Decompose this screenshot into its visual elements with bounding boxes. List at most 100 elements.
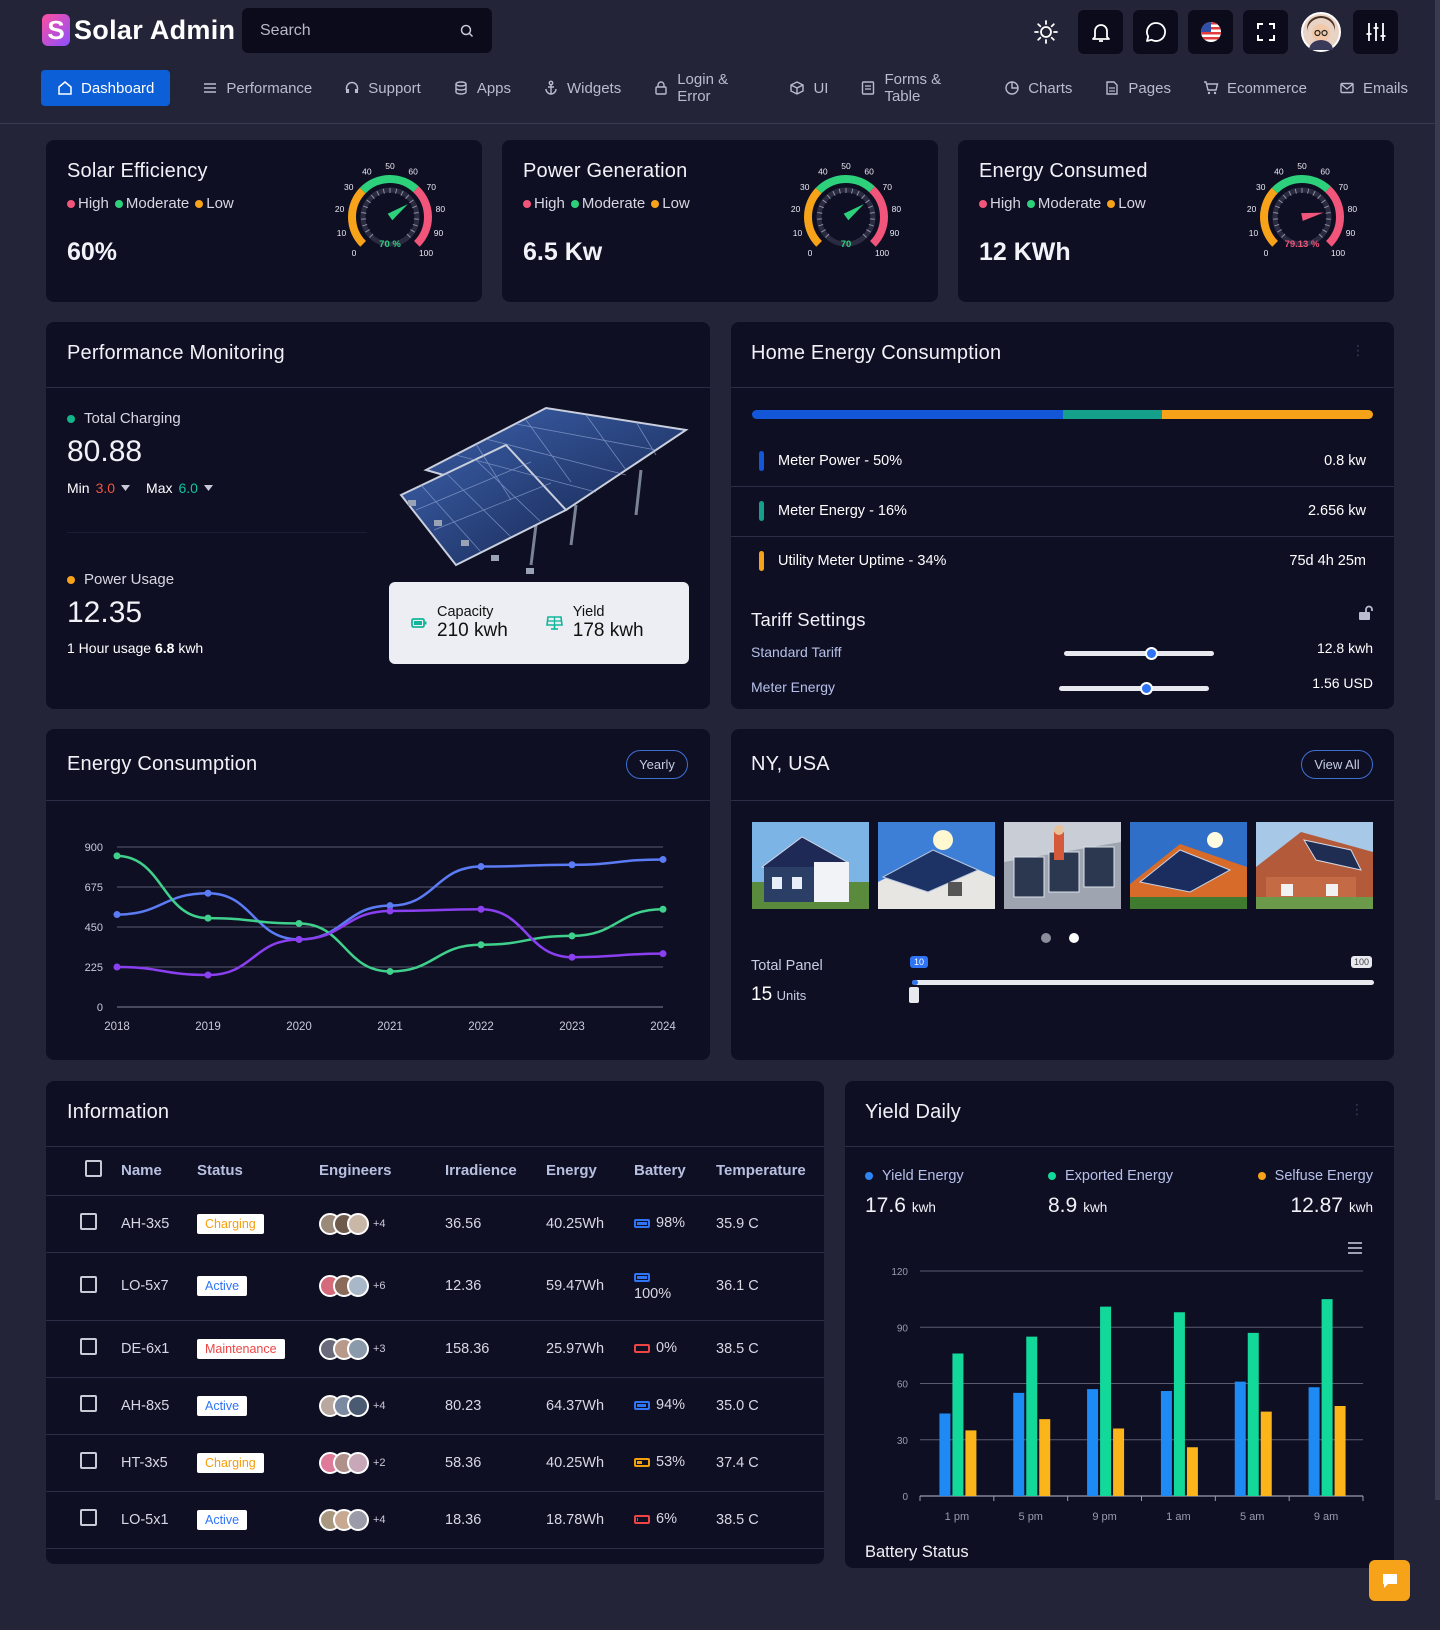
more-options-icon[interactable]: ⋮ — [1351, 342, 1365, 358]
bar[interactable] — [1321, 1299, 1333, 1496]
engineer-avatars[interactable]: +4 — [319, 1508, 445, 1531]
bar[interactable] — [1308, 1387, 1320, 1496]
nav-item-emails[interactable]: Emails — [1339, 70, 1408, 106]
row-checkbox[interactable] — [80, 1338, 97, 1355]
nav-item-apps[interactable]: Apps — [453, 70, 511, 106]
data-point[interactable] — [477, 905, 485, 913]
bar[interactable] — [1039, 1419, 1051, 1496]
select-all-checkbox[interactable] — [85, 1160, 102, 1178]
table-row[interactable]: DE-6x1 Maintenance +3 158.36 25.97Wh 0% 38.5 C — [46, 1320, 824, 1378]
row-checkbox[interactable] — [80, 1509, 97, 1526]
engineer-avatars[interactable]: +6 — [319, 1275, 445, 1297]
chart-menu-icon[interactable] — [1347, 1241, 1363, 1255]
app-logo[interactable]: S Solar Admin — [42, 14, 235, 46]
data-point[interactable] — [477, 863, 485, 871]
data-point[interactable] — [386, 907, 394, 915]
view-all-button[interactable]: View All — [1301, 750, 1373, 779]
bar[interactable] — [1087, 1389, 1099, 1496]
more-options-icon[interactable]: ⋮ — [1350, 1101, 1364, 1117]
row-checkbox[interactable] — [80, 1275, 97, 1293]
engineer-avatars[interactable]: +4 — [319, 1212, 445, 1235]
user-avatar-button[interactable] — [1298, 10, 1343, 54]
data-point[interactable] — [295, 919, 303, 927]
data-point[interactable] — [295, 935, 303, 943]
language-button[interactable] — [1188, 10, 1233, 54]
bar[interactable] — [965, 1430, 977, 1496]
bar[interactable] — [1173, 1312, 1185, 1496]
data-point[interactable] — [113, 911, 121, 919]
column-header[interactable]: Engineers — [319, 1147, 445, 1196]
engineer-avatars[interactable]: +2 — [319, 1451, 445, 1474]
table-row[interactable]: LO-5x7 Active +6 12.36 59.47Wh 100% 36.1 C — [46, 1252, 824, 1321]
column-header[interactable]: Energy — [546, 1147, 634, 1196]
column-header[interactable]: Status — [197, 1147, 319, 1196]
house-photo[interactable] — [878, 822, 995, 909]
data-point[interactable] — [113, 963, 121, 971]
bar[interactable] — [1026, 1336, 1038, 1496]
notifications-button[interactable] — [1078, 10, 1123, 54]
nav-item-charts[interactable]: Charts — [1004, 70, 1072, 106]
row-checkbox[interactable] — [80, 1213, 97, 1230]
bar[interactable] — [952, 1353, 964, 1497]
fullscreen-button[interactable] — [1243, 10, 1288, 54]
tariff-slider[interactable] — [1064, 651, 1214, 656]
house-photo[interactable] — [1004, 822, 1121, 909]
messages-button[interactable] — [1133, 10, 1178, 54]
unlock-icon[interactable] — [1357, 605, 1373, 621]
data-point[interactable] — [659, 905, 667, 913]
bar[interactable] — [1260, 1411, 1272, 1496]
nav-item-performance[interactable]: Performance — [202, 70, 312, 106]
table-row[interactable]: AH-8x5 Active +4 80.23 64.37Wh 94% 35.0 C — [46, 1377, 824, 1435]
house-photo[interactable] — [752, 822, 869, 909]
column-header[interactable]: Temperature — [716, 1147, 824, 1196]
nav-item-login-error[interactable]: Login & Error — [653, 70, 757, 106]
data-point[interactable] — [204, 914, 212, 922]
nav-item-pages[interactable]: Pages — [1104, 70, 1171, 106]
nav-item-support[interactable]: Support — [344, 70, 421, 106]
bar[interactable] — [1247, 1332, 1259, 1496]
data-point[interactable] — [659, 855, 667, 863]
table-row[interactable]: LO-5x1 Active +4 18.36 18.78Wh 6% 38.5 C — [46, 1491, 824, 1549]
theme-toggle-button[interactable] — [1023, 10, 1068, 54]
bar[interactable] — [1186, 1447, 1198, 1496]
total-panel-slider[interactable] — [912, 980, 1374, 985]
bar[interactable] — [1160, 1391, 1172, 1496]
data-point[interactable] — [386, 902, 394, 910]
bar[interactable] — [1100, 1306, 1112, 1496]
row-checkbox[interactable] — [80, 1452, 97, 1469]
house-photo[interactable] — [1130, 822, 1247, 909]
bar[interactable] — [1013, 1392, 1025, 1496]
chat-fab-button[interactable] — [1369, 1560, 1410, 1601]
search-input[interactable] — [260, 21, 440, 40]
nav-item-ecommerce[interactable]: Ecommerce — [1203, 70, 1307, 106]
house-photo[interactable] — [1256, 822, 1373, 909]
bar[interactable] — [1113, 1428, 1125, 1497]
nav-item-widgets[interactable]: Widgets — [543, 70, 621, 106]
table-row[interactable]: AH-3x5 Charging +4 36.56 40.25Wh 98% 35.9 C — [46, 1195, 824, 1253]
data-point[interactable] — [113, 852, 121, 860]
data-point[interactable] — [386, 967, 394, 975]
data-point[interactable] — [477, 941, 485, 949]
data-point[interactable] — [659, 950, 667, 958]
settings-button[interactable] — [1353, 10, 1398, 54]
nav-item-dashboard[interactable]: Dashboard — [41, 70, 171, 106]
carousel-dot[interactable] — [1041, 933, 1051, 943]
row-checkbox[interactable] — [80, 1395, 97, 1412]
yearly-filter-button[interactable]: Yearly — [626, 750, 688, 779]
engineer-avatars[interactable]: +4 — [319, 1394, 445, 1417]
column-header[interactable]: Irradience — [445, 1147, 546, 1196]
nav-item-forms-table[interactable]: Forms & Table — [860, 70, 972, 106]
nav-item-ui[interactable]: UI — [789, 70, 828, 106]
bar[interactable] — [939, 1413, 951, 1497]
column-header[interactable]: Battery — [634, 1147, 716, 1196]
tariff-slider-thumb[interactable] — [1145, 647, 1158, 660]
tariff-slider-thumb[interactable] — [1140, 682, 1153, 695]
table-row[interactable]: HT-3x5 Charging +2 58.36 40.25Wh 53% 37.4 C — [46, 1434, 824, 1492]
data-point[interactable] — [568, 861, 576, 869]
bar[interactable] — [1234, 1381, 1246, 1496]
data-point[interactable] — [568, 953, 576, 961]
engineer-avatars[interactable]: +3 — [319, 1337, 445, 1360]
tariff-slider[interactable] — [1059, 686, 1209, 691]
page-scrollbar[interactable] — [1435, 0, 1440, 1500]
bar[interactable] — [1334, 1406, 1346, 1496]
